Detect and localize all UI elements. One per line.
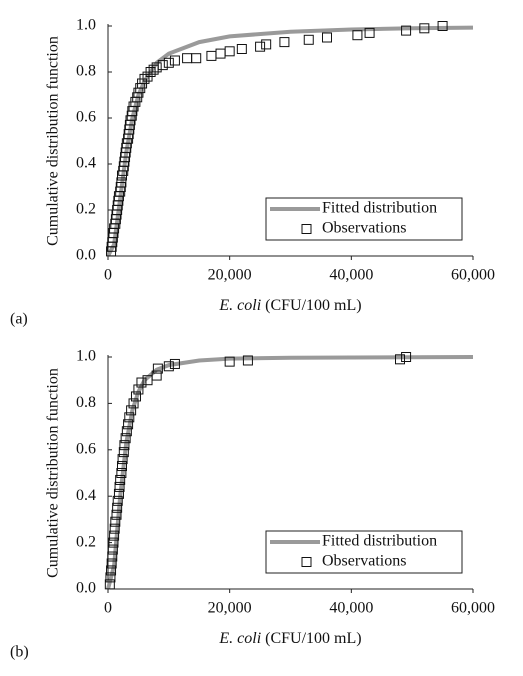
legend-box bbox=[265, 197, 463, 241]
observation-marker bbox=[136, 377, 147, 388]
observation-marker bbox=[152, 363, 163, 374]
panel-label: (b) bbox=[10, 644, 29, 661]
observation-marker bbox=[206, 50, 217, 61]
observation-marker bbox=[116, 177, 127, 188]
panel-label: (a) bbox=[10, 311, 28, 328]
y-tick-label: 0.2 bbox=[76, 533, 96, 550]
observation-marker bbox=[191, 53, 202, 64]
y-tick-label: 0.2 bbox=[76, 201, 96, 218]
legend-label: Observations bbox=[322, 220, 406, 237]
observation-marker bbox=[104, 579, 115, 590]
y-tick-label: 0.8 bbox=[76, 63, 96, 80]
observation-marker bbox=[352, 30, 363, 41]
x-tick-label: 0 bbox=[104, 267, 112, 284]
observation-marker bbox=[401, 352, 412, 362]
legend-label: Fitted distribution bbox=[322, 533, 437, 550]
y-axis-label: Cumulative distribution function bbox=[45, 36, 62, 246]
observation-marker bbox=[126, 405, 137, 416]
observation-marker bbox=[151, 370, 162, 381]
observation-marker bbox=[108, 537, 119, 548]
observation-marker bbox=[169, 358, 180, 369]
observation-marker bbox=[242, 355, 253, 366]
observation-marker bbox=[163, 361, 174, 372]
observation-marker bbox=[106, 558, 117, 569]
observation-marker bbox=[117, 454, 128, 465]
x-tick-label: 40,000 bbox=[329, 600, 373, 617]
observation-marker bbox=[128, 398, 139, 409]
x-axis-label-units: (CFU/100 mL) bbox=[265, 297, 361, 314]
y-tick-label: 1.0 bbox=[76, 348, 96, 365]
observation-marker bbox=[121, 426, 132, 437]
observation-marker bbox=[109, 530, 120, 541]
observation-marker bbox=[109, 523, 120, 534]
y-axis-label: Cumulative distribution function bbox=[45, 368, 62, 578]
x-tick-label: 60,000 bbox=[451, 600, 495, 617]
x-axis-label: E. coli (CFU/100 mL) bbox=[218, 630, 361, 647]
observation-marker bbox=[437, 21, 448, 31]
observation-marker bbox=[303, 34, 314, 45]
y-tick-label: 0.0 bbox=[76, 580, 96, 597]
observation-marker bbox=[224, 356, 235, 367]
observation-marker bbox=[322, 32, 332, 43]
observation-marker bbox=[364, 27, 375, 38]
y-tick-label: 1.0 bbox=[76, 17, 96, 34]
observation-marker bbox=[106, 565, 117, 576]
x-axis-label: E. coli (CFU/100 mL) bbox=[218, 297, 361, 314]
x-tick-label: 20,000 bbox=[208, 267, 252, 284]
y-tick-label: 0.8 bbox=[76, 394, 96, 411]
observation-marker bbox=[395, 354, 405, 365]
observation-marker bbox=[215, 48, 226, 59]
observation-marker bbox=[107, 544, 118, 555]
observation-marker bbox=[163, 57, 174, 68]
x-tick-label: 20,000 bbox=[208, 600, 252, 617]
observation-marker bbox=[133, 384, 144, 395]
observation-marker bbox=[113, 488, 124, 499]
legend-label: Fitted distribution bbox=[322, 200, 437, 217]
y-tick-label: 0.4 bbox=[76, 487, 96, 504]
x-axis-label-units: (CFU/100 mL) bbox=[265, 630, 361, 647]
observation-marker bbox=[116, 461, 127, 472]
y-tick-label: 0.4 bbox=[76, 155, 96, 172]
observation-marker bbox=[112, 502, 123, 513]
legend-marker bbox=[301, 224, 312, 234]
observation-marker bbox=[130, 391, 141, 402]
y-tick-label: 0.6 bbox=[76, 109, 96, 126]
observation-marker bbox=[124, 412, 135, 423]
legend-label: Observations bbox=[322, 553, 406, 570]
observation-marker bbox=[110, 516, 121, 527]
observation-marker bbox=[115, 474, 126, 485]
observation-marker bbox=[107, 551, 118, 562]
observation-marker bbox=[118, 447, 129, 458]
observation-marker bbox=[112, 495, 123, 506]
legend-box bbox=[265, 530, 463, 574]
observation-marker bbox=[116, 468, 127, 478]
observation-marker bbox=[419, 23, 430, 34]
x-axis-label-italic: E. coli bbox=[218, 630, 261, 647]
observation-marker bbox=[169, 55, 180, 66]
observation-marker bbox=[157, 60, 168, 71]
y-tick-label: 0.0 bbox=[76, 247, 96, 264]
observation-marker bbox=[401, 25, 412, 36]
observation-marker bbox=[279, 37, 290, 48]
observation-marker bbox=[119, 440, 130, 451]
observation-marker bbox=[111, 509, 122, 520]
observation-marker bbox=[261, 39, 272, 50]
observation-marker bbox=[114, 481, 125, 492]
observation-marker bbox=[151, 62, 162, 73]
observation-marker bbox=[139, 73, 150, 84]
y-tick-label: 0.6 bbox=[76, 440, 96, 457]
observation-marker bbox=[123, 419, 134, 430]
x-axis-label-italic: E. coli bbox=[218, 297, 261, 314]
x-tick-label: 40,000 bbox=[329, 267, 373, 284]
observation-marker bbox=[182, 53, 193, 64]
observation-marker bbox=[255, 41, 266, 52]
observation-marker bbox=[224, 46, 235, 57]
legend-marker bbox=[301, 557, 312, 567]
x-tick-label: 0 bbox=[104, 600, 112, 617]
observation-marker bbox=[236, 44, 247, 54]
x-tick-label: 60,000 bbox=[451, 267, 495, 284]
observation-marker bbox=[105, 572, 116, 583]
observation-marker bbox=[120, 433, 131, 444]
